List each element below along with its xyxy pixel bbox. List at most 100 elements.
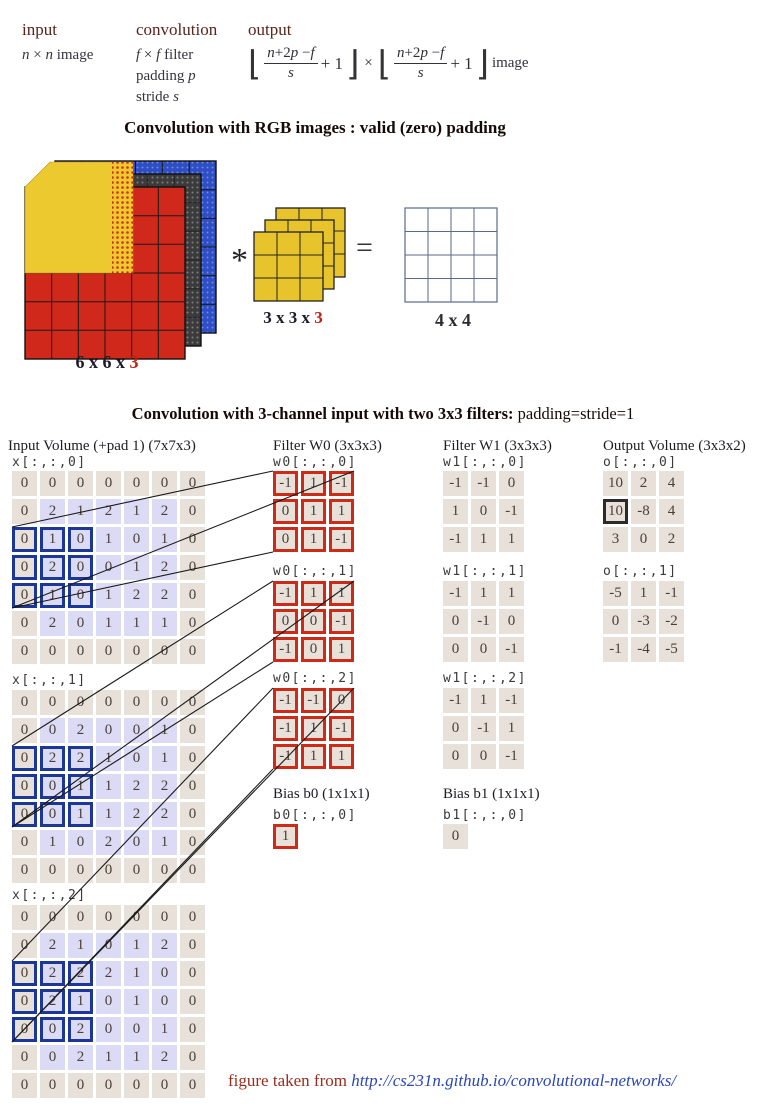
grid-cell: 1	[499, 716, 524, 741]
input-slice0-label: x[:,:,0]	[12, 455, 87, 470]
grid-cell: 2	[659, 527, 684, 552]
grid-cell: 0	[631, 527, 656, 552]
input-slice2-label: x[:,:,2]	[12, 888, 87, 903]
grid-cell: 0	[12, 583, 37, 608]
grid-cell: -5	[603, 581, 628, 606]
grid-cell: -1	[471, 471, 496, 496]
grid-cell: 0	[152, 989, 177, 1014]
grid-cell: 0	[96, 1017, 121, 1042]
grid-cell: 2	[40, 499, 65, 524]
grid-cell: 0	[68, 555, 93, 580]
grid-cell: 2	[152, 555, 177, 580]
grid-cell: 0	[96, 989, 121, 1014]
grid-cell: 0	[180, 690, 205, 715]
grid-cell: 0	[12, 690, 37, 715]
grid-cell: 0	[152, 471, 177, 496]
grid-cell: 0	[12, 905, 37, 930]
input-volume-header: Input Volume (+pad 1) (7x7x3)	[8, 438, 196, 454]
output-volume-header: Output Volume (3x3x2)	[603, 438, 746, 454]
grid-cell: 2	[124, 583, 149, 608]
grid-cell: 0	[68, 471, 93, 496]
grid-cell: 0	[12, 639, 37, 664]
grid-cell: 0	[180, 1045, 205, 1070]
grid-cell: 2	[68, 1045, 93, 1070]
grid-cell: 0	[124, 690, 149, 715]
grid-cell: 1	[96, 583, 121, 608]
grid-cell: 2	[124, 774, 149, 799]
grid-cell: 0	[68, 858, 93, 883]
grid-cell: 0	[471, 744, 496, 769]
bias-b1-title: Bias b1 (1x1x1)	[443, 786, 540, 802]
grid-cell: 1	[96, 774, 121, 799]
lfloor-glyph: ⌊	[248, 43, 262, 84]
w1-slice0-label: w1[:,:,0]	[443, 455, 527, 470]
grid-cell: 0	[180, 639, 205, 664]
source-link[interactable]: http://cs231n.github.io/convolutional-ne…	[351, 1071, 677, 1090]
grid-cell: -1	[273, 744, 298, 769]
grid-cell: 0	[68, 639, 93, 664]
grid-cell: 0	[40, 1017, 65, 1042]
convolve-asterisk: *	[231, 242, 248, 279]
grid-cell: 0	[96, 639, 121, 664]
filter-stack	[253, 207, 346, 302]
grid-cell: 1	[40, 527, 65, 552]
grid-cell: 1	[301, 527, 326, 552]
input-size-line: n × n image	[22, 47, 94, 63]
grid-cell: 1	[124, 989, 149, 1014]
filter-size-line: f × f filter	[136, 47, 194, 63]
grid-cell: 2	[68, 746, 93, 771]
convolution-title: convolution	[136, 20, 218, 39]
grid-cell: 0	[40, 905, 65, 930]
grid-cell: 0	[499, 609, 524, 634]
grid-cell: -3	[631, 609, 656, 634]
w1-grid-1: -1 1 1 0 -1 0 0 0 -1	[443, 581, 524, 662]
grid-cell: -5	[659, 637, 684, 662]
grid-cell: 0	[124, 858, 149, 883]
grid-cell: 1	[124, 933, 149, 958]
grid-cell: 0	[96, 933, 121, 958]
output-grid-0: 10 2 4 10 -8 4 3 0 2	[603, 471, 684, 552]
grid-cell: -1	[471, 716, 496, 741]
grid-cell: 0	[124, 746, 149, 771]
grid-cell: 1	[96, 802, 121, 827]
grid-cell: 0	[180, 802, 205, 827]
grid-cell: 0	[301, 637, 326, 662]
grid-cell: 0	[40, 639, 65, 664]
grid-cell: 0	[124, 905, 149, 930]
grid-cell: 1	[471, 527, 496, 552]
grid-cell: -1	[329, 716, 354, 741]
fraction-2: n+2p −f s	[393, 45, 448, 82]
grid-cell: 2	[40, 961, 65, 986]
grid-cell: 1	[499, 527, 524, 552]
grid-cell: 0	[12, 830, 37, 855]
rfloor-glyph: ⌋	[345, 43, 360, 84]
grid-cell: 0	[124, 1017, 149, 1042]
w0-slice1-label: w0[:,:,1]	[273, 564, 357, 579]
output-4x4-grid	[404, 207, 498, 303]
grid-cell: -1	[499, 637, 524, 662]
grid-cell: 1	[68, 499, 93, 524]
grid-cell: 1	[68, 989, 93, 1014]
grid-cell: 0	[301, 609, 326, 634]
grid-cell: 1	[96, 746, 121, 771]
grid-cell: 0	[124, 830, 149, 855]
output-size-formula: ⌊ n+2p −f s + 1 ⌋ × ⌊ n+2p −f s + 1 ⌋ imag…	[248, 45, 529, 82]
grid-cell: 0	[40, 858, 65, 883]
grid-cell: 2	[40, 555, 65, 580]
grid-cell: 0	[180, 527, 205, 552]
grid-cell: 0	[152, 905, 177, 930]
grid-cell: 0	[12, 746, 37, 771]
grid-cell: 1	[329, 499, 354, 524]
bias-b1-cell: 0	[443, 824, 468, 849]
grid-cell: 1	[40, 830, 65, 855]
grid-cell: 0	[180, 1017, 205, 1042]
grid-cell: 0	[443, 716, 468, 741]
grid-cell: 0	[152, 1073, 177, 1098]
grid-cell: 1	[152, 718, 177, 743]
grid-cell: 0	[96, 471, 121, 496]
grid-cell: 0	[96, 858, 121, 883]
bias-b1-label: b1[:,:,0]	[443, 808, 527, 823]
grid-cell: 1	[124, 499, 149, 524]
